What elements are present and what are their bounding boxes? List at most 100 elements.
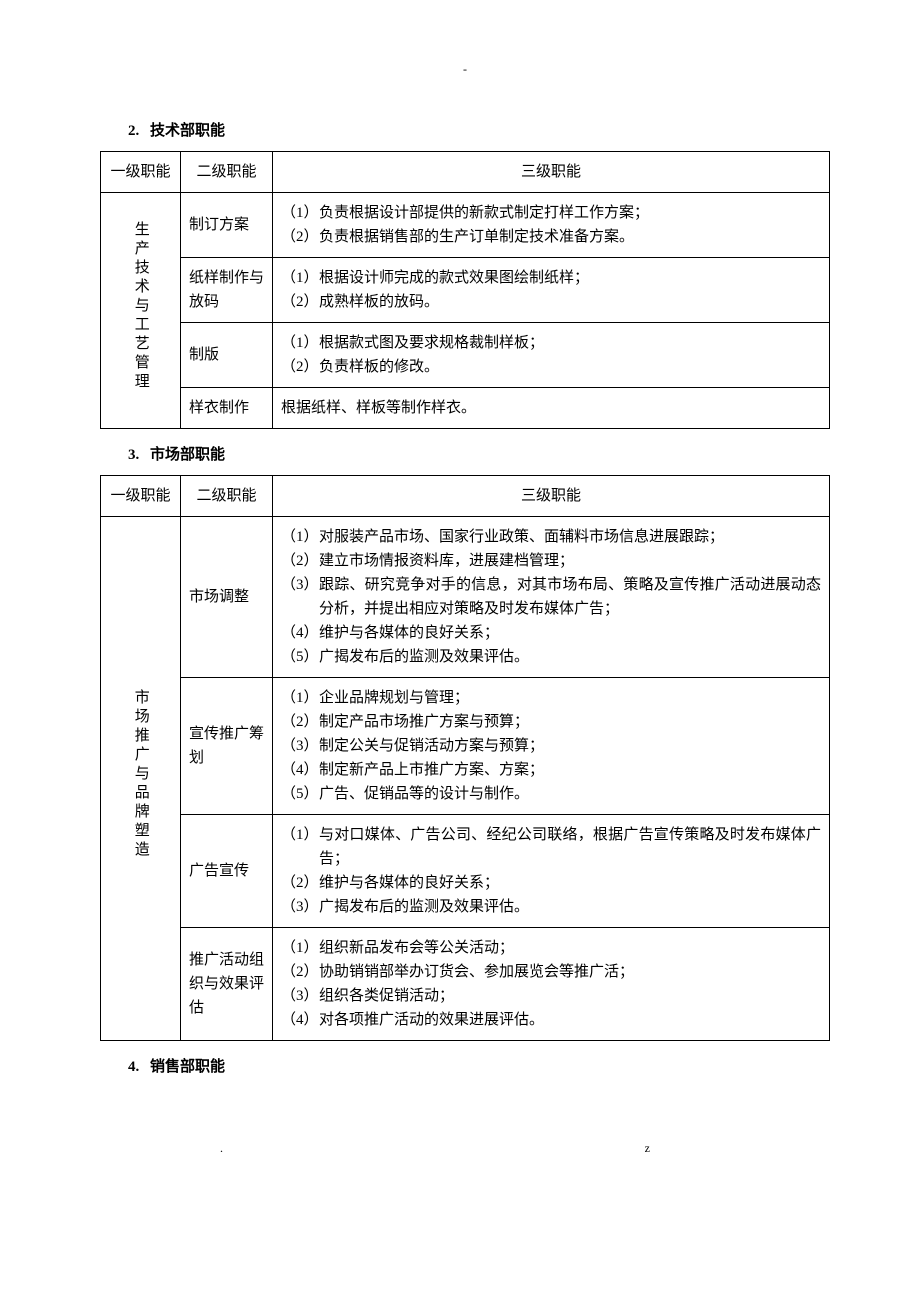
list-marker: （5） xyxy=(281,782,319,806)
section-title: 技术部职能 xyxy=(150,123,225,139)
list-body: 广揭发布后的监测及效果评估。 xyxy=(319,895,821,919)
list-marker: （2） xyxy=(281,225,319,249)
section-number: 3. xyxy=(128,443,150,467)
list-marker: （2） xyxy=(281,549,319,573)
list-marker: （2） xyxy=(281,710,319,734)
level3-item: （1）对服装产品市场、国家行业政策、面辅料市场信息进展跟踪； xyxy=(281,525,821,549)
list-marker: （1） xyxy=(281,201,319,225)
table-header: 三级职能 xyxy=(273,152,830,193)
footer-right: z xyxy=(645,1139,650,1158)
level2-cell: 纸样制作与放码 xyxy=(181,258,273,323)
table-header: 二级职能 xyxy=(181,476,273,517)
list-marker: （1） xyxy=(281,686,319,710)
level3-cell: （1）根据款式图及要求规格裁制样板；（2）负责样板的修改。 xyxy=(273,323,830,388)
level3-item: （3）广揭发布后的监测及效果评估。 xyxy=(281,895,821,919)
page-footer: . z xyxy=(100,1139,830,1158)
table-header-row: 一级职能二级职能三级职能 xyxy=(101,152,830,193)
level3-item: （3）组织各类促销活动； xyxy=(281,984,821,1008)
level3-item: （3）跟踪、研究竞争对手的信息，对其市场布局、策略及宣传推广活动进展动态分析，并… xyxy=(281,573,821,621)
page-top-dash: - xyxy=(100,60,830,79)
table-header: 三级职能 xyxy=(273,476,830,517)
table-row: 纸样制作与放码（1）根据设计师完成的款式效果图绘制纸样；（2）成熟样板的放码。 xyxy=(101,258,830,323)
table-row: 制版（1）根据款式图及要求规格裁制样板；（2）负责样板的修改。 xyxy=(101,323,830,388)
level1-text: 生产技术与工艺管理 xyxy=(132,221,149,392)
list-body: 协助销销部举办订货会、参加展览会等推广活； xyxy=(319,960,821,984)
table-row: 广告宣传（1）与对口媒体、广告公司、经纪公司联络，根据广告宣传策略及时发布媒体广… xyxy=(101,815,830,928)
level3-cell: （1）负责根据设计部提供的新款式制定打样工作方案；（2）负责根据销售部的生产订单… xyxy=(273,193,830,258)
level3-cell: （1）企业品牌规划与管理；（2）制定产品市场推广方案与预算；（3）制定公关与促销… xyxy=(273,678,830,815)
level3-list: （1）企业品牌规划与管理；（2）制定产品市场推广方案与预算；（3）制定公关与促销… xyxy=(281,686,821,806)
section-number: 4. xyxy=(128,1055,150,1079)
list-body: 维护与各媒体的良好关系； xyxy=(319,871,821,895)
section-heading: 2.技术部职能 xyxy=(128,119,830,143)
level3-item: （2）成熟样板的放码。 xyxy=(281,290,821,314)
section-title: 销售部职能 xyxy=(150,1059,225,1075)
level2-cell: 制订方案 xyxy=(181,193,273,258)
list-body: 对服装产品市场、国家行业政策、面辅料市场信息进展跟踪； xyxy=(319,525,821,549)
list-marker: （2） xyxy=(281,355,319,379)
level3-item: （2）负责根据销售部的生产订单制定技术准备方案。 xyxy=(281,225,821,249)
list-body: 制定公关与促销活动方案与预算； xyxy=(319,734,821,758)
level2-cell: 广告宣传 xyxy=(181,815,273,928)
level3-cell: （1）对服装产品市场、国家行业政策、面辅料市场信息进展跟踪；（2）建立市场情报资… xyxy=(273,517,830,678)
table-row: 样衣制作根据纸样、样板等制作样衣。 xyxy=(101,388,830,429)
level3-item: （1）根据设计师完成的款式效果图绘制纸样； xyxy=(281,266,821,290)
level2-cell: 市场调整 xyxy=(181,517,273,678)
list-body: 维护与各媒体的良好关系； xyxy=(319,621,821,645)
level2-cell: 推广活动组织与效果评估 xyxy=(181,928,273,1041)
level3-cell: （1）组织新品发布会等公关活动；（2）协助销销部举办订货会、参加展览会等推广活；… xyxy=(273,928,830,1041)
level3-item: （2）维护与各媒体的良好关系； xyxy=(281,871,821,895)
list-body: 广告、促销品等的设计与制作。 xyxy=(319,782,821,806)
list-body: 与对口媒体、广告公司、经纪公司联络，根据广告宣传策略及时发布媒体广告； xyxy=(319,823,821,871)
level3-item: （1）与对口媒体、广告公司、经纪公司联络，根据广告宣传策略及时发布媒体广告； xyxy=(281,823,821,871)
level3-cell: 根据纸样、样板等制作样衣。 xyxy=(273,388,830,429)
level3-item: （2）制定产品市场推广方案与预算； xyxy=(281,710,821,734)
level3-item: （3）制定公关与促销活动方案与预算； xyxy=(281,734,821,758)
list-marker: （1） xyxy=(281,936,319,960)
list-marker: （3） xyxy=(281,895,319,919)
list-body: 根据设计师完成的款式效果图绘制纸样； xyxy=(319,266,821,290)
list-marker: （1） xyxy=(281,525,319,549)
list-marker: （1） xyxy=(281,823,319,871)
list-body: 制定产品市场推广方案与预算； xyxy=(319,710,821,734)
table-header-row: 一级职能二级职能三级职能 xyxy=(101,476,830,517)
level1-cell: 市场推广与品牌塑造 xyxy=(101,517,181,1041)
level3-list: （1）对服装产品市场、国家行业政策、面辅料市场信息进展跟踪；（2）建立市场情报资… xyxy=(281,525,821,669)
table-header: 一级职能 xyxy=(101,152,181,193)
list-body: 负责根据销售部的生产订单制定技术准备方案。 xyxy=(319,225,821,249)
level3-item: （4）制定新产品上市推广方案、方案； xyxy=(281,758,821,782)
table-header: 二级职能 xyxy=(181,152,273,193)
list-body: 根据款式图及要求规格裁制样板； xyxy=(319,331,821,355)
section-number: 2. xyxy=(128,119,150,143)
level3-item: （5）广告、促销品等的设计与制作。 xyxy=(281,782,821,806)
level3-list: （1）组织新品发布会等公关活动；（2）协助销销部举办订货会、参加展览会等推广活；… xyxy=(281,936,821,1032)
table-header: 一级职能 xyxy=(101,476,181,517)
level3-list: （1）根据款式图及要求规格裁制样板；（2）负责样板的修改。 xyxy=(281,331,821,379)
level3-cell: （1）与对口媒体、广告公司、经纪公司联络，根据广告宣传策略及时发布媒体广告；（2… xyxy=(273,815,830,928)
level3-item: （5）广揭发布后的监测及效果评估。 xyxy=(281,645,821,669)
list-marker: （4） xyxy=(281,1008,319,1032)
level3-list: （1）与对口媒体、广告公司、经纪公司联络，根据广告宣传策略及时发布媒体广告；（2… xyxy=(281,823,821,919)
list-marker: （3） xyxy=(281,573,319,621)
section-title: 市场部职能 xyxy=(150,447,225,463)
level3-item: （4）对各项推广活动的效果进展评估。 xyxy=(281,1008,821,1032)
level3-list: （1）根据设计师完成的款式效果图绘制纸样；（2）成熟样板的放码。 xyxy=(281,266,821,314)
level3-item: （1）根据款式图及要求规格裁制样板； xyxy=(281,331,821,355)
level3-cell: （1）根据设计师完成的款式效果图绘制纸样；（2）成熟样板的放码。 xyxy=(273,258,830,323)
list-body: 负责根据设计部提供的新款式制定打样工作方案； xyxy=(319,201,821,225)
level3-item: （4）维护与各媒体的良好关系； xyxy=(281,621,821,645)
level1-cell: 生产技术与工艺管理 xyxy=(101,193,181,429)
list-marker: （2） xyxy=(281,290,319,314)
level3-item: （2）负责样板的修改。 xyxy=(281,355,821,379)
list-body: 广揭发布后的监测及效果评估。 xyxy=(319,645,821,669)
table-row: 宣传推广筹划（1）企业品牌规划与管理；（2）制定产品市场推广方案与预算；（3）制… xyxy=(101,678,830,815)
table-row: 市场推广与品牌塑造市场调整（1）对服装产品市场、国家行业政策、面辅料市场信息进展… xyxy=(101,517,830,678)
list-marker: （3） xyxy=(281,984,319,1008)
level3-item: （1）企业品牌规划与管理； xyxy=(281,686,821,710)
level3-item: （2）建立市场情报资料库，进展建档管理； xyxy=(281,549,821,573)
function-table: 一级职能二级职能三级职能生产技术与工艺管理制订方案（1）负责根据设计部提供的新款… xyxy=(100,151,830,429)
footer-left: . xyxy=(220,1141,223,1155)
list-body: 制定新产品上市推广方案、方案； xyxy=(319,758,821,782)
level2-cell: 制版 xyxy=(181,323,273,388)
function-table: 一级职能二级职能三级职能市场推广与品牌塑造市场调整（1）对服装产品市场、国家行业… xyxy=(100,475,830,1041)
